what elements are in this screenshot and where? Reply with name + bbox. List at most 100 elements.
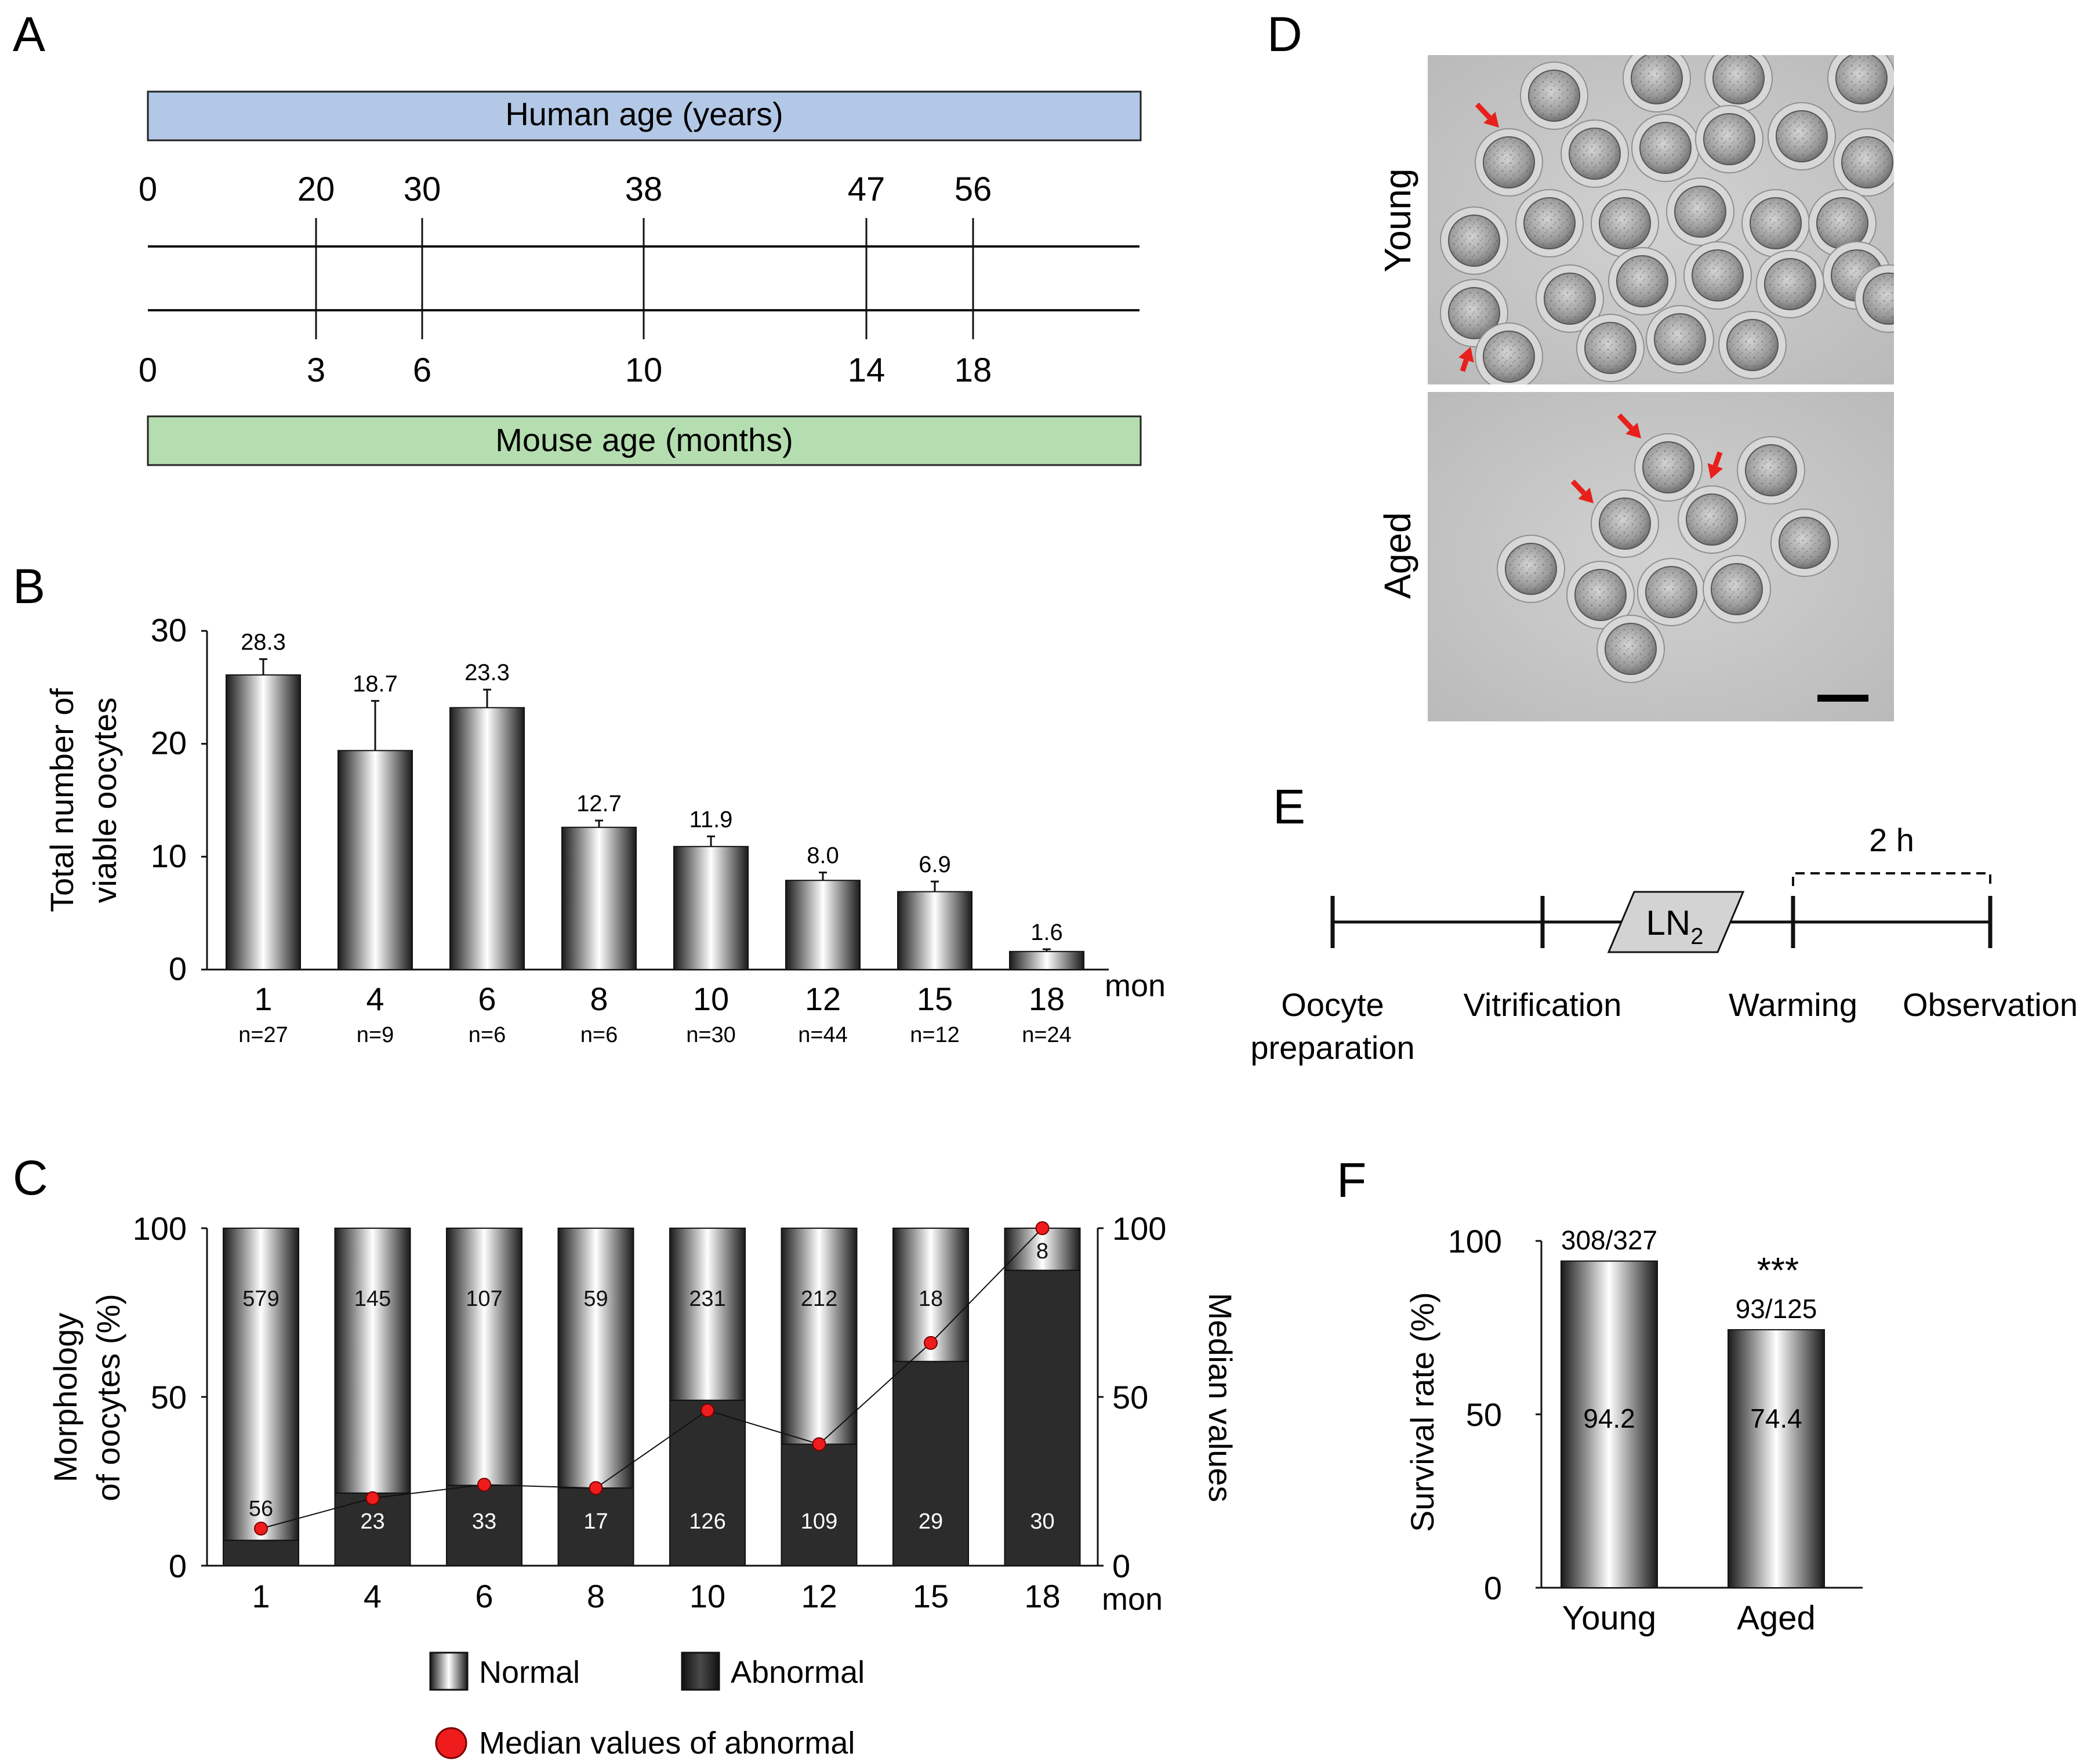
step-observation: Observation [1903,986,2078,1023]
panel-f-ytick-label-100: 100 [1448,1223,1502,1260]
duration-bracket [1792,872,1991,886]
aged-granules-1 [1644,443,1693,492]
young-granules-7 [1641,124,1690,172]
panel-c-label: C [13,1150,48,1205]
mouse-age-band-label: Mouse age (months) [495,422,793,458]
young-granules-24 [1586,324,1635,372]
panel-c-normal-count-15: 18 [919,1287,943,1311]
legend-median-label: Median values of abnormal [479,1726,855,1761]
panel-b-category-18: 18 [1029,981,1065,1017]
mouse-age-tick-10: 10 [625,351,663,389]
panel-c-abnormal-bar-15 [892,1360,969,1566]
young-granules-22 [1450,289,1498,337]
panel-b-category-6: 6 [478,981,496,1017]
aged-granules-10 [1606,625,1655,673]
panel-c-abnormal-bar-8 [557,1487,634,1566]
young-oocyte-26 [1718,311,1787,379]
panel-c-abnormal-count-1: 56 [249,1497,273,1521]
panel-c-normal-bar-8 [557,1228,634,1489]
panel-c-category-6: 6 [475,1578,493,1614]
ln2-label: LN2 [1646,903,1704,949]
panel-c-category-12: 12 [801,1578,837,1614]
panel-c-ytick-label-50: 50 [151,1379,187,1415]
young-oocyte-11 [1440,206,1508,275]
panel-c-normal-bar-12 [781,1228,858,1445]
mouse-age-tick-6: 6 [413,351,431,389]
panel-f-label: F [1337,1153,1366,1207]
panel-b-n-4: n=9 [357,1023,394,1047]
young-oocyte-7 [1631,114,1700,182]
aged-oocyte-8 [1637,558,1705,626]
panel-c-normal-bar-18 [1004,1228,1081,1271]
panel-f-ytick-label-50: 50 [1466,1396,1502,1433]
aged-granules-4 [1688,495,1736,544]
human-age-band [147,90,1142,141]
legend-abnormal-swatch [681,1652,720,1691]
young-oocytes [1440,55,1894,384]
human-age-tick-30: 30 [404,170,441,208]
young-oocyte-20 [1756,250,1824,318]
scale-bar [1817,695,1868,702]
panel-b-bar-15 [897,891,972,971]
ln2-sub: 2 [1690,924,1703,949]
young-oocyte-9 [1768,102,1836,170]
panel-b-n-15: n=12 [910,1023,960,1047]
human-age-tick-38: 38 [625,170,663,208]
aged-oocyte-3 [1591,489,1659,558]
young-granules-19 [1693,251,1742,300]
legend-median-dot [435,1727,467,1759]
panel-b-category-12: 12 [805,981,841,1017]
panel-b-n-18: n=24 [1022,1023,1072,1047]
panel-c-median-polyline [260,1228,1043,1529]
young-arrow-head-2 [1458,347,1474,363]
panel-b-data-label-4: 18.7 [353,672,398,697]
panel-b-n-12: n=44 [798,1023,848,1047]
panel-a: A Human age (years) 0 20 30 38 47 56 0 3 6 10 14 1… [13,7,1142,466]
panel-c-abnormal-bar-18 [1004,1269,1081,1566]
aged-micrograph [1428,392,1894,721]
young-granules-1 [1530,71,1578,120]
human-age-tick-20: 20 [297,170,335,208]
panel-c-normal-bar-4 [334,1228,411,1494]
young-granules-4 [1837,55,1886,103]
young-granules-2 [1632,55,1681,103]
panel-c-category-10: 10 [690,1578,725,1614]
panel-f-fraction-aged: 93/125 [1736,1294,1817,1324]
panel-b-category-4: 4 [366,981,384,1017]
panel-c-abnormal-bar-6 [446,1484,522,1566]
panel-c-normal-count-12: 212 [801,1287,837,1311]
panel-b-n-10: n=30 [686,1023,736,1047]
panel-b-data-label-15: 6.9 [919,852,951,877]
young-granules-3 [1714,55,1763,103]
young-oocyte-8 [1695,105,1763,173]
panel-c-median-point-6 [477,1478,491,1492]
panel-c-abnormal-count-18: 30 [1030,1509,1054,1534]
young-oocyte-23 [1475,322,1543,384]
panel-b-bar-10 [673,845,749,971]
young-granules-5 [1485,138,1533,187]
young-arrow-shaft-1 [1475,102,1492,119]
panel-a-label: A [13,7,45,61]
young-oocyte-4 [1827,55,1894,112]
ln2-box [1607,891,1745,953]
panel-c-y-ticks: 0 50 100 0 50 100 [133,1210,1167,1584]
step-oocyte-line1: Oocyte [1281,986,1384,1023]
panel-b-bar-18 [1009,950,1084,971]
young-row-label: Young [1377,168,1418,272]
panel-c-normal-count-18: 8 [1036,1239,1048,1264]
panel-c-x-unit: mon [1102,1582,1163,1617]
panel-c-y2tick-label-0: 0 [1112,1548,1130,1584]
young-oocyte-12 [1515,189,1584,257]
panel-c-ytick-label-0: 0 [169,1548,187,1584]
panel-c-abnormal-count-4: 23 [360,1509,384,1534]
panel-c-normal-count-6: 107 [466,1287,502,1311]
panel-b-label: B [13,559,45,614]
panel-b-bar-8 [561,826,637,970]
young-oocyte-16 [1808,189,1877,257]
panel-c-category-4: 4 [364,1578,382,1614]
aged-granules-9 [1712,565,1761,614]
aged-granules-7 [1576,571,1625,619]
aged-granules-5 [1780,518,1829,567]
panel-c-median-point-15 [924,1335,938,1350]
